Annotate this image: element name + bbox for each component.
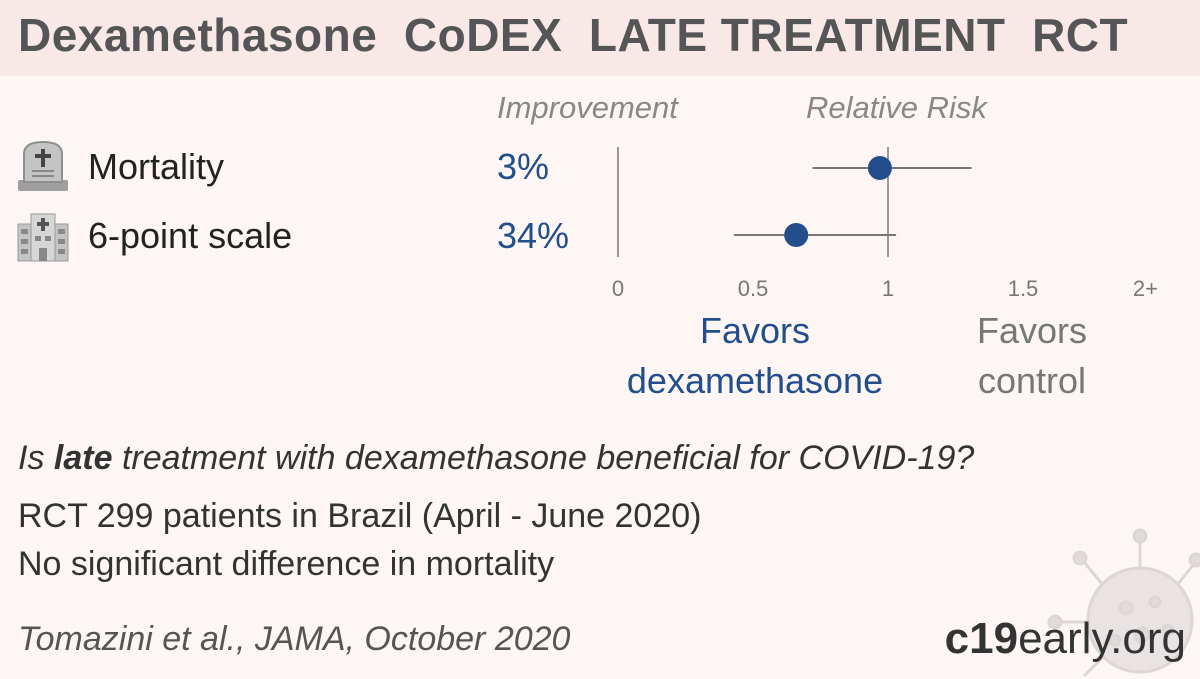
outcome-label-6-point-scale: 6-point scale [88, 215, 293, 256]
title-bar [0, 0, 1200, 76]
tick-label-4: 2+ [1133, 276, 1158, 301]
brand-rest: early.org [1018, 614, 1186, 663]
improvement-header: Improvement [497, 90, 678, 125]
brand-logo: c19early.org [945, 614, 1186, 664]
favors-control-line1: Favors [976, 310, 1088, 351]
study-question: Is late treatment with dexamethasone ben… [18, 439, 974, 478]
hospital-icon [17, 213, 69, 262]
info-line-design: RCT 299 patients in Brazil (April - June… [18, 497, 702, 535]
question-suffix: treatment with dexamethasone beneficial … [112, 439, 975, 477]
favors-treatment: Favors dexamethasone [600, 306, 910, 406]
favors-treatment-line2: dexamethasone [626, 360, 884, 401]
favors-control-line2: control [977, 360, 1087, 401]
page-title: Dexamethasone CoDEX LATE TREATMENT RCT [18, 9, 1129, 61]
brand-bold: c19 [944, 614, 1019, 663]
tombstone-icon [18, 140, 68, 191]
favors-control: Favors control [912, 306, 1152, 406]
citation: Tomazini et al., JAMA, October 2020 [18, 620, 571, 658]
improvement-mortality: 3% [497, 146, 550, 187]
tick-label-3: 1.5 [1008, 276, 1039, 301]
relative-risk-header: Relative Risk [806, 90, 987, 125]
virus-icon [1047, 528, 1200, 678]
question-bold: late [53, 439, 113, 477]
outcome-label-mortality: Mortality [88, 146, 225, 187]
tick-label-0: 0 [612, 276, 624, 301]
info-line-result: No significant difference in mortality [18, 545, 555, 583]
tick-label-1: 0.5 [738, 276, 769, 301]
question-prefix: Is [18, 439, 54, 477]
effect-point-0 [867, 156, 892, 180]
effect-point-1 [784, 223, 809, 247]
tick-label-2: 1 [882, 276, 894, 301]
favors-treatment-line1: Favors [699, 310, 811, 351]
improvement-6-point-scale: 34% [497, 215, 570, 256]
